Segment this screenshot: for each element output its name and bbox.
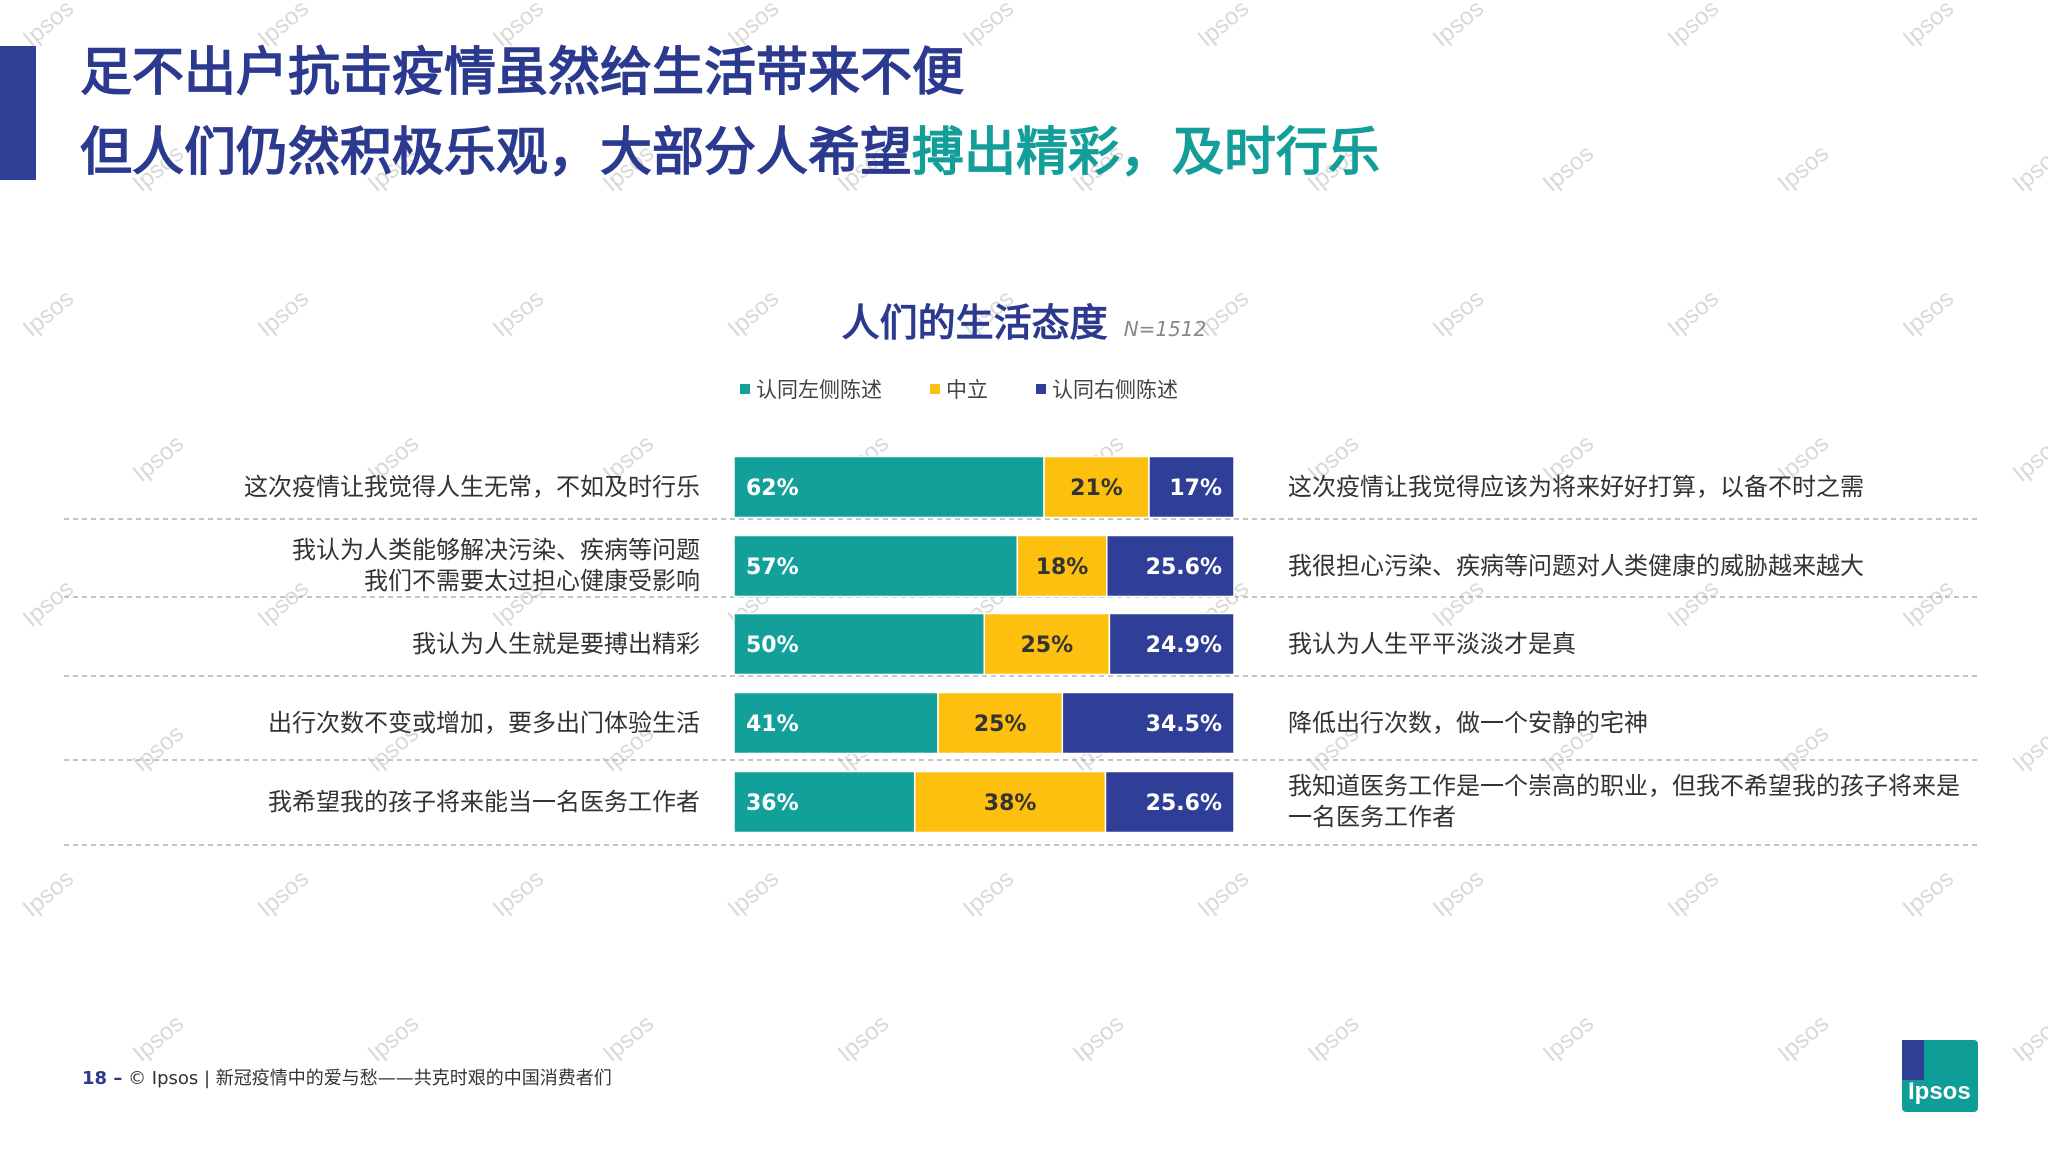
left-statement-1: 我认为人类能够解决污染、疾病等问题 我们不需要太过担心健康受影响	[140, 530, 700, 602]
bar-segment-r0-s2	[1148, 455, 1235, 519]
left-statement-text-3: 出行次数不变或增加，要多出门体验生活	[268, 708, 700, 737]
sample-size: N=1512	[1123, 317, 1207, 341]
left-statement-text-4: 我希望我的孩子将来能当一名医务工作者	[268, 787, 700, 816]
legend: 认同左侧陈述 中立 认同右侧陈述	[740, 374, 1178, 404]
left-statement-0: 这次疫情让我觉得人生无常，不如及时行乐	[140, 451, 700, 523]
bar-segment-r4-s0	[733, 770, 916, 834]
title-line2-main: 但人们仍然积极乐观，大部分人希望	[80, 123, 913, 183]
left-statement-text-0: 这次疫情让我觉得人生无常，不如及时行乐	[244, 472, 700, 501]
right-statement-4: 我知道医务工作是一个崇高的职业，但我不希望我的孩子将来是一名医务工作者	[1288, 766, 1978, 838]
data-label-r4-s1: 38%	[984, 791, 1037, 816]
left-statement-4: 我希望我的孩子将来能当一名医务工作者	[140, 766, 700, 838]
legend-swatch-neutral	[930, 384, 940, 394]
legend-label-right: 认同右侧陈述	[1052, 378, 1178, 402]
logo-text: Ipsos	[1908, 1078, 1971, 1105]
ipsos-logo: Ipsos	[1902, 1040, 1978, 1112]
legend-swatch-right	[1036, 384, 1046, 394]
data-label-r3-s1: 25%	[974, 712, 1027, 737]
data-label-r0-s2: 17%	[1169, 476, 1222, 501]
page-title-line1: 足不出户抗击疫情虽然给生活带来不便	[80, 43, 965, 103]
bar-segment-r1-s1	[1016, 534, 1108, 598]
right-statement-1: 我很担心污染、疾病等问题对人类健康的威胁越来越大	[1288, 530, 1978, 602]
data-label-r4-s0: 36%	[746, 791, 799, 816]
legend-swatch-left	[740, 384, 750, 394]
chart-title-text: 人们的生活态度	[841, 301, 1108, 345]
right-statement-text-4: 我知道医务工作是一个崇高的职业，但我不希望我的孩子将来是一名医务工作者	[1288, 772, 1960, 831]
data-label-r1-s1: 18%	[1036, 555, 1089, 580]
bar-segment-r4-s2	[1104, 770, 1235, 834]
data-label-r0-s0: 62%	[746, 476, 799, 501]
data-label-r2-s0: 50%	[746, 633, 799, 658]
bar-segment-r2-s2	[1108, 612, 1235, 676]
chart-title: 人们的生活态度 N=1512	[0, 292, 2048, 347]
bar-segment-r3-s0	[733, 691, 939, 755]
bar-segment-r0-s1	[1043, 455, 1150, 519]
right-statement-2: 我认为人生平平淡淡才是真	[1288, 608, 1978, 680]
bar-segment-r2-s0	[733, 612, 986, 676]
data-label-r1-s0: 57%	[746, 555, 799, 580]
data-label-r2-s1: 25%	[1020, 633, 1073, 658]
legend-label-left: 认同左侧陈述	[756, 378, 882, 402]
left-statement-text-1: 我认为人类能够解决污染、疾病等问题 我们不需要太过担心健康受影响	[292, 536, 700, 595]
legend-label-neutral: 中立	[946, 378, 988, 402]
legend-item-right: 认同右侧陈述	[1036, 374, 1178, 404]
title-line2-highlight: 搏出精彩，及时行乐	[912, 123, 1381, 183]
data-label-r3-s0: 41%	[746, 712, 799, 737]
data-label-r2-s2: 24.9%	[1146, 633, 1222, 658]
footer: 18 – © Ipsos | 新冠疫情中的爱与愁——共克时艰的中国消费者们	[82, 1064, 612, 1090]
left-statement-text-2: 我认为人生就是要搏出精彩	[412, 629, 700, 658]
left-statement-2: 我认为人生就是要搏出精彩	[140, 608, 700, 680]
bar-segment-r3-s2	[1061, 691, 1235, 755]
bar-segment-r1-s0	[733, 534, 1019, 598]
accent-bar	[0, 46, 36, 180]
bar-segment-r2-s1	[983, 612, 1111, 676]
logo-accent	[1902, 1040, 1924, 1080]
page-number: 18 –	[82, 1068, 123, 1089]
data-label-r1-s2: 25.6%	[1146, 555, 1222, 580]
footer-text: © Ipsos | 新冠疫情中的爱与愁——共克时艰的中国消费者们	[128, 1068, 612, 1089]
bar-segment-r4-s1	[913, 770, 1107, 834]
right-statement-3: 降低出行次数，做一个安静的宅神	[1288, 687, 1978, 759]
right-statement-text-1: 我很担心污染、疾病等问题对人类健康的威胁越来越大	[1288, 551, 1864, 580]
data-label-r0-s1: 21%	[1070, 476, 1123, 501]
right-statement-text-0: 这次疫情让我觉得应该为将来好好打算，以备不时之需	[1288, 472, 1864, 501]
legend-item-left: 认同左侧陈述	[740, 374, 882, 404]
page-title-line2: 但人们仍然积极乐观，大部分人希望搏出精彩，及时行乐	[80, 110, 1380, 185]
bar-segment-r3-s1	[937, 691, 1064, 755]
legend-item-neutral: 中立	[930, 374, 988, 404]
right-statement-0: 这次疫情让我觉得应该为将来好好打算，以备不时之需	[1288, 451, 1978, 523]
data-label-r3-s2: 34.5%	[1146, 712, 1222, 737]
left-statement-3: 出行次数不变或增加，要多出门体验生活	[140, 687, 700, 759]
bar-segment-r1-s2	[1106, 534, 1235, 598]
data-label-r4-s2: 25.6%	[1146, 791, 1222, 816]
right-statement-text-2: 我认为人生平平淡淡才是真	[1288, 629, 1576, 658]
right-statement-text-3: 降低出行次数，做一个安静的宅神	[1288, 708, 1648, 737]
